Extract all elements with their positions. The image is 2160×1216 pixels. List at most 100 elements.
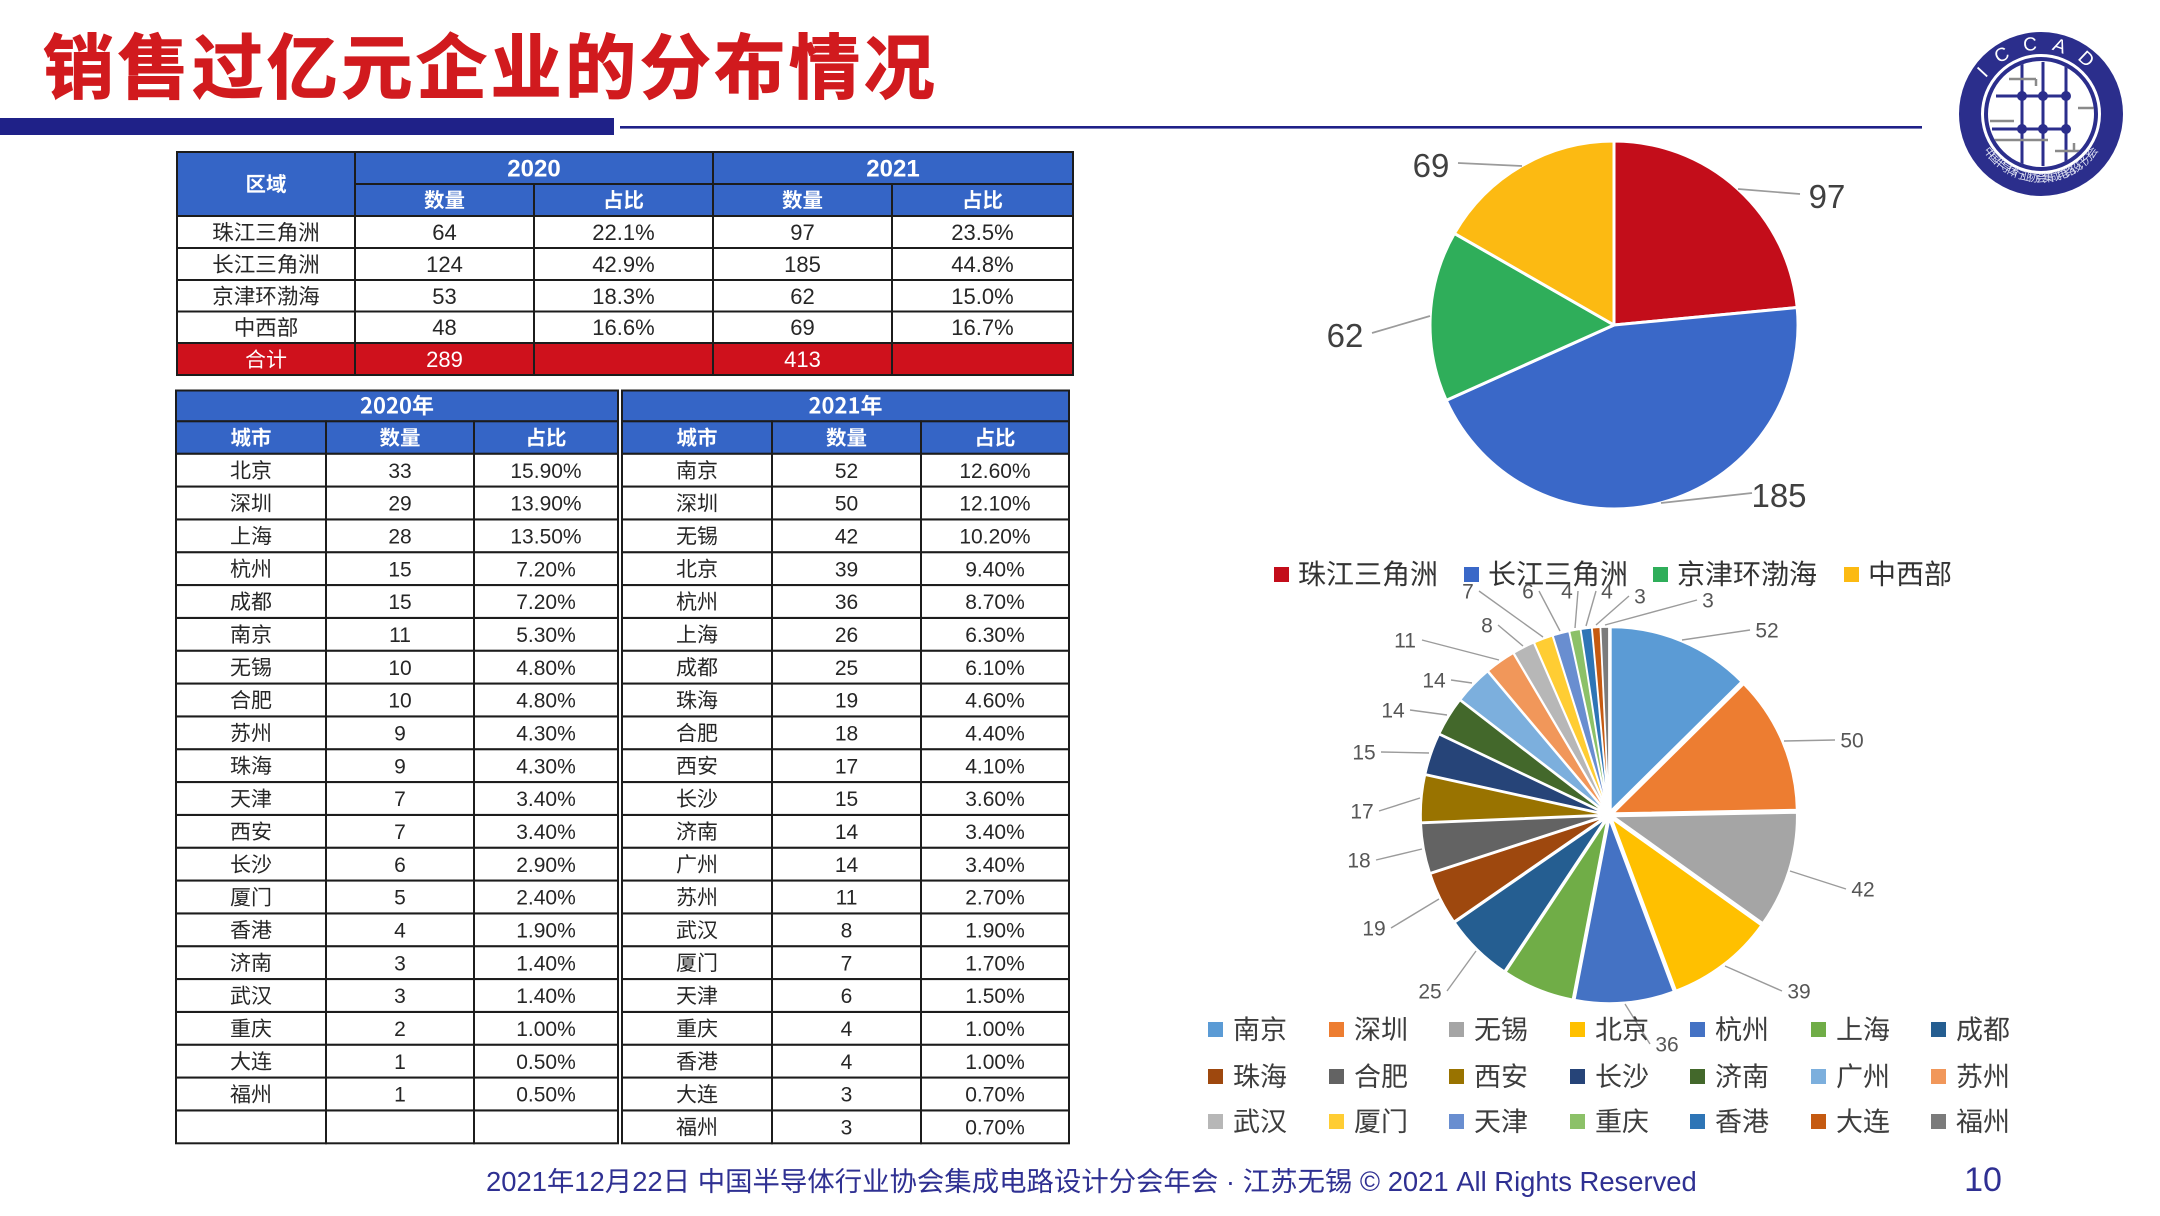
svg-text:4.30%: 4.30% <box>516 723 576 746</box>
svg-text:2.70%: 2.70% <box>965 887 1025 910</box>
svg-text:97: 97 <box>790 220 814 245</box>
svg-text:69: 69 <box>1413 147 1450 184</box>
svg-text:7: 7 <box>394 788 406 811</box>
svg-text:1.00%: 1.00% <box>965 1018 1025 1041</box>
svg-text:39: 39 <box>1787 981 1810 1004</box>
svg-text:62: 62 <box>790 284 814 309</box>
svg-text:4: 4 <box>841 1051 853 1074</box>
svg-text:17: 17 <box>835 755 858 778</box>
svg-text:3.40%: 3.40% <box>965 821 1025 844</box>
svg-text:3.40%: 3.40% <box>965 854 1025 877</box>
svg-text:19: 19 <box>835 690 858 713</box>
svg-text:1.00%: 1.00% <box>965 1051 1025 1074</box>
svg-text:42: 42 <box>1851 879 1874 902</box>
svg-text:2.40%: 2.40% <box>516 887 576 910</box>
svg-text:3: 3 <box>394 952 406 975</box>
svg-text:10: 10 <box>388 690 411 713</box>
svg-text:1.70%: 1.70% <box>965 952 1025 975</box>
svg-text:26: 26 <box>835 624 858 647</box>
svg-text:69: 69 <box>790 315 814 340</box>
svg-text:10.20%: 10.20% <box>959 526 1030 549</box>
svg-text:50: 50 <box>1840 730 1863 753</box>
svg-text:17: 17 <box>1350 801 1373 824</box>
svg-text:15: 15 <box>388 558 411 581</box>
svg-text:4: 4 <box>1561 581 1573 604</box>
svg-text:2: 2 <box>394 1018 406 1041</box>
svg-text:12.10%: 12.10% <box>959 493 1030 516</box>
svg-text:44.8%: 44.8% <box>951 252 1013 277</box>
svg-text:52: 52 <box>835 460 858 483</box>
svg-text:25: 25 <box>835 657 858 680</box>
svg-text:4.80%: 4.80% <box>516 690 576 713</box>
svg-text:1: 1 <box>394 1084 406 1107</box>
svg-text:3.60%: 3.60% <box>965 788 1025 811</box>
svg-text:9.40%: 9.40% <box>965 558 1025 581</box>
svg-text:12.60%: 12.60% <box>959 460 1030 483</box>
svg-text:9: 9 <box>394 723 406 746</box>
svg-text:4: 4 <box>394 920 406 943</box>
svg-text:6: 6 <box>394 854 406 877</box>
svg-text:18.3%: 18.3% <box>592 284 654 309</box>
svg-text:2021: 2021 <box>486 1166 547 1197</box>
svg-text:10: 10 <box>388 657 411 680</box>
svg-text:50: 50 <box>835 493 858 516</box>
svg-text:4: 4 <box>841 1018 853 1041</box>
svg-text:3: 3 <box>394 985 406 1008</box>
svg-text:42: 42 <box>835 526 858 549</box>
svg-text:15.0%: 15.0% <box>951 284 1013 309</box>
svg-text:1.00%: 1.00% <box>516 1018 576 1041</box>
svg-text:28: 28 <box>388 526 411 549</box>
svg-text:289: 289 <box>426 347 463 372</box>
svg-text:23.5%: 23.5% <box>951 220 1013 245</box>
svg-text:2.90%: 2.90% <box>516 854 576 877</box>
svg-text:14: 14 <box>1381 700 1405 723</box>
svg-text:39: 39 <box>835 558 858 581</box>
svg-text:413: 413 <box>784 347 821 372</box>
svg-text:11: 11 <box>836 887 858 910</box>
svg-text:8: 8 <box>841 920 853 943</box>
svg-text:4.60%: 4.60% <box>965 690 1025 713</box>
svg-text:14: 14 <box>835 821 859 844</box>
svg-text:4.30%: 4.30% <box>516 755 576 778</box>
svg-text:1.40%: 1.40% <box>516 985 576 1008</box>
svg-text:·: · <box>1218 1166 1242 1197</box>
svg-text:1: 1 <box>394 1051 406 1074</box>
svg-text:1.90%: 1.90% <box>516 920 576 943</box>
svg-text:6: 6 <box>841 985 853 1008</box>
svg-text:11: 11 <box>1394 630 1416 653</box>
svg-text:0.50%: 0.50% <box>516 1051 576 1074</box>
svg-text:62: 62 <box>1327 317 1364 354</box>
svg-text:2021: 2021 <box>866 156 919 183</box>
svg-text:11: 11 <box>389 624 411 647</box>
svg-text:8.70%: 8.70% <box>965 591 1025 614</box>
svg-text:1.90%: 1.90% <box>965 920 1025 943</box>
svg-text:5: 5 <box>394 887 406 910</box>
svg-text:7.20%: 7.20% <box>516 558 576 581</box>
svg-text:7.20%: 7.20% <box>516 591 576 614</box>
svg-text:0.70%: 0.70% <box>965 1084 1025 1107</box>
svg-text:3: 3 <box>1702 590 1714 613</box>
svg-text:2020: 2020 <box>507 156 560 183</box>
svg-text:185: 185 <box>1751 477 1806 514</box>
svg-text:7: 7 <box>394 821 406 844</box>
svg-text:4: 4 <box>1601 581 1613 604</box>
svg-text:3.40%: 3.40% <box>516 821 576 844</box>
svg-text:0.70%: 0.70% <box>965 1117 1025 1140</box>
svg-text:3: 3 <box>1634 586 1646 609</box>
svg-text:1.50%: 1.50% <box>965 985 1025 1008</box>
svg-text:16.6%: 16.6% <box>592 315 654 340</box>
svg-text:185: 185 <box>784 252 821 277</box>
svg-text:8: 8 <box>1481 615 1493 638</box>
svg-text:124: 124 <box>426 252 463 277</box>
svg-text:1.40%: 1.40% <box>516 952 576 975</box>
svg-text:6.30%: 6.30% <box>965 624 1025 647</box>
svg-text:5.30%: 5.30% <box>516 624 576 647</box>
svg-text:3: 3 <box>841 1084 853 1107</box>
svg-text:12: 12 <box>574 1166 604 1197</box>
svg-text:7: 7 <box>841 952 853 975</box>
svg-text:25: 25 <box>1418 981 1441 1004</box>
svg-text:16.7%: 16.7% <box>951 315 1013 340</box>
svg-text:48: 48 <box>432 315 456 340</box>
svg-text:3.40%: 3.40% <box>516 788 576 811</box>
svg-text:9: 9 <box>394 755 406 778</box>
